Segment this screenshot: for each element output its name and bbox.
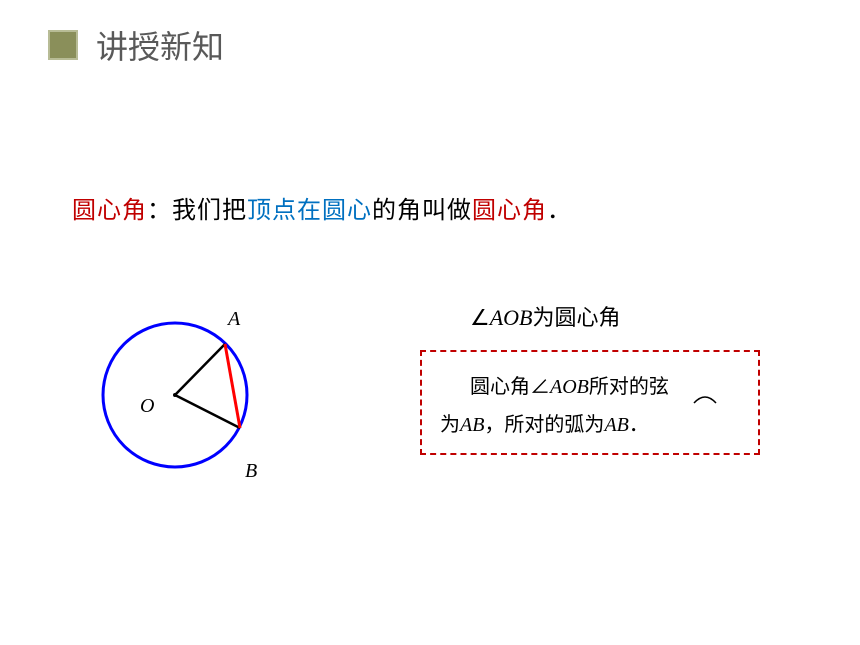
term-red: 圆心角 [72,198,147,224]
definition-line: 圆心角：我们把顶点在圆心的角叫做圆心角． [72,190,572,225]
box-l2-p1: 为 [440,414,460,436]
label-O: O [140,395,154,418]
chord-AB [225,344,240,428]
box-l2-ab2: AB [604,414,628,436]
angle-suffix: 为圆心角 [533,305,621,330]
box-line1: 圆心角∠AOB所对的弦 [440,368,740,406]
header-title: 讲授新知 [96,22,224,68]
label-B: B [245,460,257,483]
angle-label: ∠AOB为圆心角 [470,300,621,332]
box-line2: 为AB，所对的弧为AB． [440,406,740,444]
circle-svg [95,300,295,500]
box-l1-name: AOB [550,376,589,398]
radius-OA [175,344,225,395]
box-l2-p2: ，所对的弧为 [484,414,604,436]
def-blue: 顶点在圆心 [247,198,372,224]
box-l1-p2: 所对的弦 [589,376,669,398]
term-red-2: 圆心角 [472,198,547,224]
box-l2-p3: ． [629,414,649,436]
slide-header: 讲授新知 [48,22,224,68]
def-period: ． [547,198,572,224]
def-p1: 我们把 [172,198,247,224]
header-bullet-square-icon [48,30,78,60]
def-p2: 的角叫做 [372,198,472,224]
radius-OB [175,395,240,428]
box-l2-ab1: AB [460,414,484,436]
angle-prefix: ∠ [470,305,490,330]
center-dot [173,393,177,397]
definition-box: 圆心角∠AOB所对的弦 为AB，所对的弧为AB． [420,350,760,455]
angle-name: AOB [490,305,533,330]
label-A: A [228,308,240,331]
box-l1-p1: 圆心角∠ [470,376,550,398]
colon: ： [147,198,172,224]
circle-diagram [95,300,295,505]
